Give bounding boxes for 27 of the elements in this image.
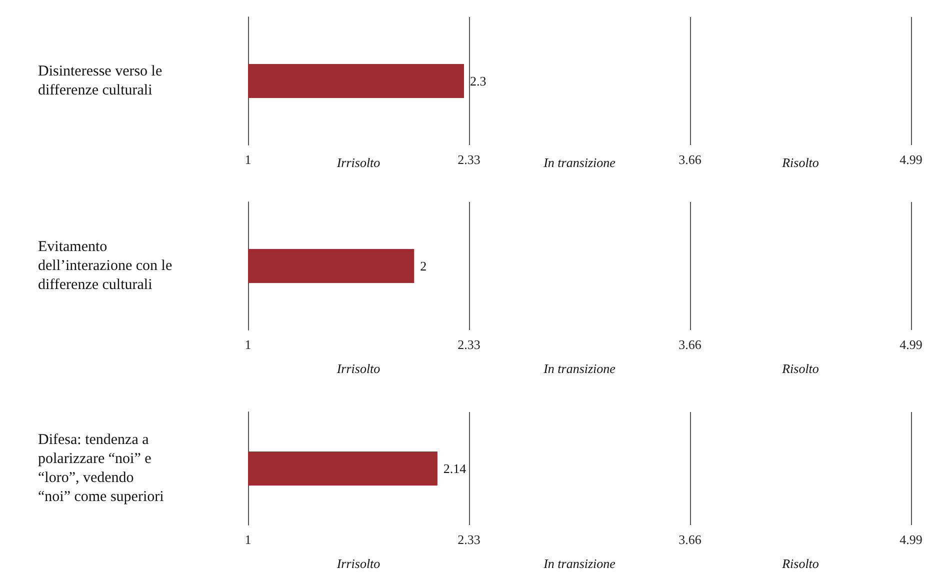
text: In transizione <box>542 155 616 170</box>
x-tick-label: 2.33 <box>458 337 480 352</box>
text: Irrisolto <box>336 556 381 571</box>
x-tick-label: 1 <box>244 532 252 547</box>
x-tick-label: 1 <box>244 152 252 167</box>
text: Irrisolto <box>336 361 381 376</box>
data-label: 2.3 <box>470 74 486 88</box>
text: Risolto <box>781 556 820 571</box>
y-tick-label: Disinteresse verso le differenze culturali <box>38 64 166 98</box>
x-tick-label: 4.99 <box>900 152 922 167</box>
x-tick-label: 3.66 <box>678 337 702 352</box>
y-tick-label: Evitamento dell’interazione con le differenze culturali <box>38 239 176 293</box>
x-tick-label: 3.66 <box>678 532 702 547</box>
text: In transizione <box>542 556 616 571</box>
text: In transizione <box>542 361 616 376</box>
y-tick-label: Difesa: tendenza a polarizzare “noi” e “loro”, vedendo “noi” come superiori <box>38 432 164 505</box>
data-label: 2.14 <box>443 461 467 476</box>
x-tick-label: 2.33 <box>458 152 480 167</box>
x-tick-label: 3.66 <box>678 152 702 167</box>
text: Risolto <box>781 155 820 170</box>
x-tick-label: 2.33 <box>458 532 480 547</box>
data-label: 2 <box>420 258 427 274</box>
text: Irrisolto <box>336 155 381 170</box>
x-tick-label: 4.99 <box>900 337 922 352</box>
x-tick-label: 1 <box>244 337 252 352</box>
x-tick-label: 4.99 <box>900 532 922 547</box>
text: Risolto <box>781 361 820 376</box>
